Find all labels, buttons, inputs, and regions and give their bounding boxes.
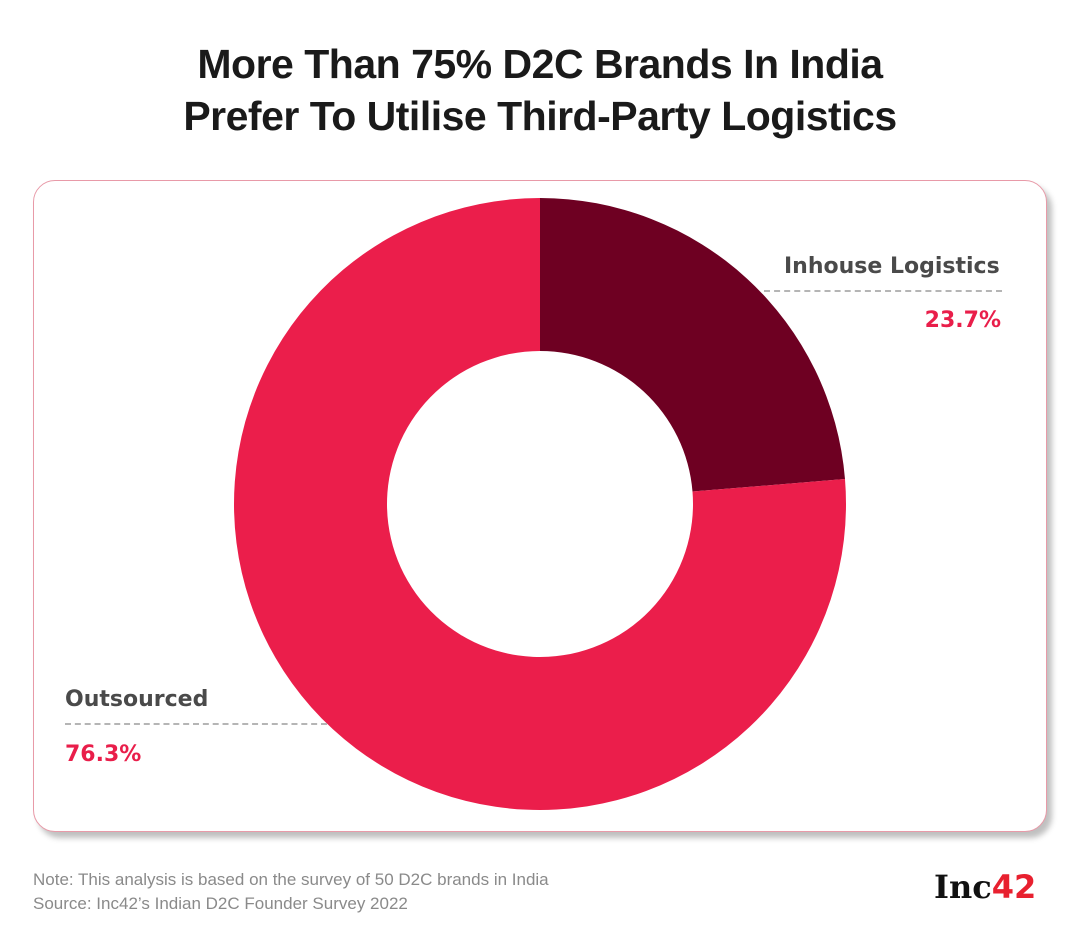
slice-outsourced <box>234 198 847 810</box>
chart-title: More Than 75% D2C Brands In India Prefer… <box>0 38 1080 142</box>
leader-line-outsourced <box>65 723 327 725</box>
slice-inhouse-logistics <box>540 198 845 492</box>
footer-source: Source: Inc42’s Indian D2C Founder Surve… <box>33 894 408 913</box>
footer-note: Note: This analysis is based on the surv… <box>33 870 549 889</box>
title-line-1: More Than 75% D2C Brands In India <box>197 41 883 87</box>
label-outsourced: Outsourced <box>65 687 209 712</box>
leader-line-inhouse <box>764 290 1002 292</box>
value-inhouse: 23.7% <box>924 308 1001 333</box>
inc42-logo: Inc42 <box>934 868 1037 906</box>
footer: Note: This analysis is based on the surv… <box>33 868 549 916</box>
label-inhouse: Inhouse Logistics <box>784 254 1000 279</box>
title-line-2: Prefer To Utilise Third-Party Logistics <box>183 93 897 139</box>
value-outsourced: 76.3% <box>65 742 142 767</box>
